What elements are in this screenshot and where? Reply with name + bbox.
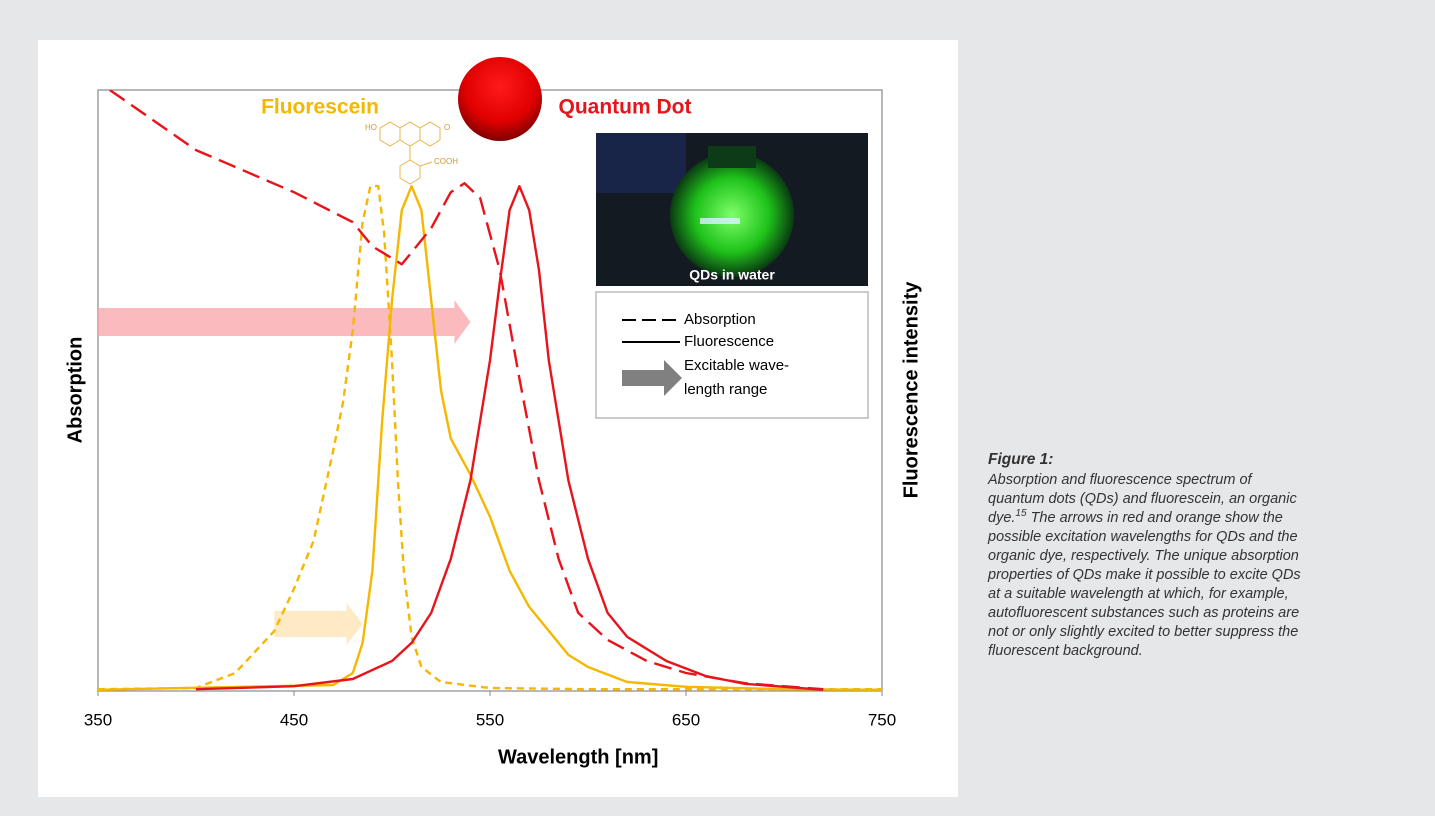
- inset-label: QDs in water: [689, 267, 775, 283]
- caption-text: dye.: [988, 510, 1015, 526]
- reference: 15: [1015, 508, 1026, 519]
- caption-title: Figure 1:: [988, 450, 1368, 469]
- group-label: Quantum Dot: [559, 96, 692, 119]
- page: {"chart_data": { "type": "line", "xlabel…: [0, 0, 1435, 816]
- legend-label: Absorption: [684, 311, 756, 328]
- caption-line: at a suitable wavelength at which, for e…: [988, 585, 1368, 604]
- caption-line: properties of QDs make it possible to ex…: [988, 566, 1368, 585]
- x-tick-label: 550: [476, 710, 504, 729]
- molecule-label: HO: [365, 123, 377, 132]
- inset-photo: [596, 133, 868, 286]
- caption-text: The arrows in red and orange show the: [1027, 510, 1283, 526]
- chart: HO O COOH QDs in water Absorption Fluores…: [0, 0, 1435, 816]
- caption: Figure 1: Absorption and fluorescence sp…: [988, 450, 1368, 661]
- x-tick-label: 650: [672, 710, 700, 729]
- group-label: Fluorescein: [261, 96, 379, 119]
- x-tick-label: 750: [868, 710, 896, 729]
- molecule-label: COOH: [434, 157, 458, 166]
- quantum-dot-sphere: [458, 57, 542, 141]
- caption-line: not or only slightly excited to better s…: [988, 623, 1368, 642]
- caption-line: fluorescent background.: [988, 642, 1368, 661]
- legend-label: Fluorescence: [684, 333, 774, 350]
- x-axis-title: Wavelength [nm]: [498, 746, 658, 768]
- x-tick-label: 350: [84, 710, 112, 729]
- caption-line: Absorption and fluorescence spectrum of: [988, 471, 1368, 490]
- caption-line: organic dye, respectively. The unique ab…: [988, 547, 1368, 566]
- x-tick-label: 450: [280, 710, 308, 729]
- caption-line: dye.15 The arrows in red and orange show…: [988, 509, 1368, 528]
- legend-label: Excitable wave-: [684, 357, 789, 374]
- caption-line: quantum dots (QDs) and fluorescein, an o…: [988, 490, 1368, 509]
- molecule-label: O: [444, 123, 450, 132]
- caption-line: possible excitation wavelengths for QDs …: [988, 528, 1368, 547]
- y-axis-title: Absorption: [64, 337, 86, 444]
- caption-line: autofluorescent substances such as prote…: [988, 604, 1368, 623]
- y2-axis-title: Fluorescence intensity: [900, 281, 922, 499]
- legend-label: length range: [684, 381, 767, 398]
